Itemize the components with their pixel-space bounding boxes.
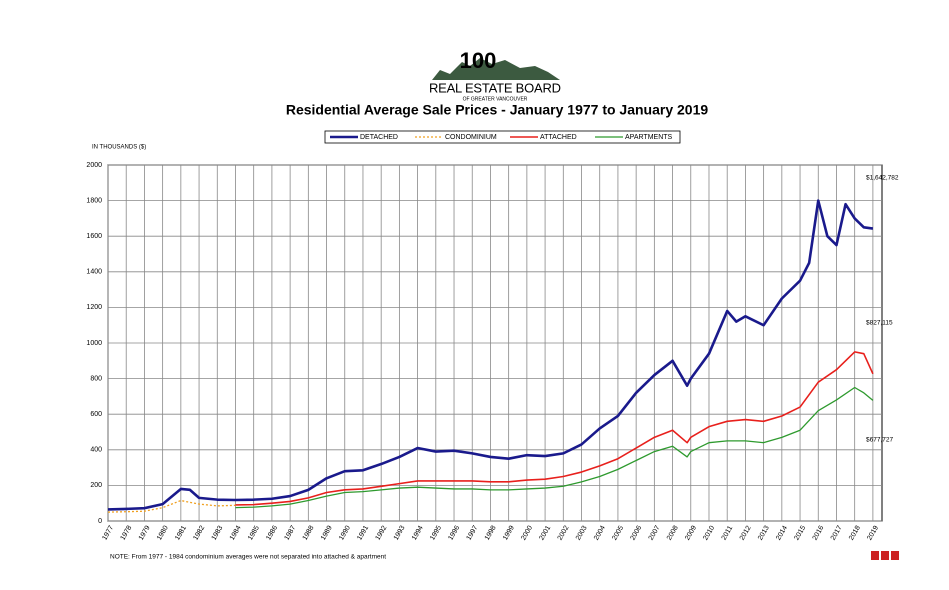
x-tick-label: 1980 [156, 525, 170, 542]
note: NOTE: From 1977 - 1984 condominium avera… [110, 554, 386, 561]
y-tick-label: 600 [90, 411, 102, 418]
y-tick-label: 200 [90, 482, 102, 489]
series-line [235, 386, 874, 509]
x-tick-label: 2016 [812, 525, 826, 542]
y-tick-label: 1200 [86, 304, 102, 311]
legend-label: CONDOMINIUM [445, 134, 497, 141]
x-tick-label: 1995 [429, 525, 443, 542]
legend-box [324, 130, 681, 144]
annotation: $677,727 [866, 437, 893, 444]
x-tick-label: 1988 [302, 525, 316, 542]
x-tick-label: 2018 [848, 525, 862, 542]
x-tick-label: 2000 [520, 525, 534, 542]
x-tick-label: 2004 [593, 525, 607, 542]
x-tick-label: 1992 [375, 525, 389, 542]
x-tick-label: 1994 [411, 525, 425, 542]
x-tick-label: 1985 [247, 525, 261, 542]
x-tick-label: 1997 [466, 525, 480, 542]
logo: 100 REAL ESTATE BOARD OF GREATER VANCOUV… [429, 48, 561, 103]
x-tick-label: 2019 [866, 525, 880, 542]
x-tick-label: 2008 [666, 525, 680, 542]
y-tick-label: 2000 [86, 162, 102, 169]
x-tick-label: 1998 [484, 525, 498, 542]
y-tick-label: 1000 [86, 340, 102, 347]
x-tick-label: 2017 [830, 525, 844, 542]
x-tick-label: 1990 [338, 525, 352, 542]
x-tick-label: 1981 [174, 525, 188, 542]
y-tick-label: 1400 [86, 269, 102, 276]
x-tick-label: 1977 [101, 525, 115, 542]
series-line [235, 351, 874, 506]
legend-label: DETACHED [360, 134, 398, 141]
logo-mark: 100 [460, 48, 497, 73]
y-axis-label: IN THOUSANDS ($) [92, 145, 146, 151]
x-tick-label: 2014 [775, 525, 789, 542]
x-tick-label: 1989 [320, 525, 334, 542]
y-tick-label: 800 [90, 375, 102, 382]
y-tick-label: 0 [98, 518, 102, 525]
x-tick-label: 2010 [702, 525, 716, 542]
x-tick-label: 2011 [721, 525, 735, 542]
x-tick-label: 2007 [648, 525, 662, 542]
x-tick-label: 1996 [447, 525, 461, 542]
logo-name: REAL ESTATE BOARD [429, 80, 561, 95]
series-line [107, 499, 236, 513]
legend-label: APARTMENTS [625, 134, 673, 141]
x-tick-label: 2002 [557, 525, 571, 542]
x-tick-label: 1983 [211, 525, 225, 542]
x-tick-label: 2006 [630, 525, 644, 542]
x-tick-label: 1999 [502, 525, 516, 542]
x-tick-label: 1986 [265, 525, 279, 542]
x-tick-label: 1984 [229, 525, 243, 542]
logo-sub: OF GREATER VANCOUVER [463, 96, 528, 102]
x-tick-label: 1979 [138, 525, 152, 542]
mls-logo [871, 551, 899, 560]
x-tick-label: 1987 [283, 525, 297, 542]
x-tick-label: 1993 [393, 525, 407, 542]
series-line [107, 199, 874, 511]
x-tick-label: 2005 [611, 525, 625, 542]
y-tick-label: 400 [90, 447, 102, 454]
annotation: $827,115 [866, 320, 893, 327]
x-tick-label: 2015 [793, 525, 807, 542]
x-tick-label: 2012 [739, 525, 753, 542]
x-tick-label: 2001 [538, 525, 552, 542]
chart-title: Residential Average Sale Prices - Januar… [286, 102, 709, 118]
x-tick-label: 2009 [684, 525, 698, 542]
x-tick-label: 2003 [575, 525, 589, 542]
y-tick-label: 1600 [86, 233, 102, 240]
x-tick-label: 2013 [757, 525, 771, 542]
x-tick-label: 1982 [192, 525, 206, 542]
x-tick-label: 1991 [356, 525, 370, 542]
legend-label: ATTACHED [540, 134, 577, 141]
y-tick-label: 1800 [86, 197, 102, 204]
x-tick-label: 1978 [120, 525, 134, 542]
annotation: $1,642,782 [866, 175, 899, 182]
